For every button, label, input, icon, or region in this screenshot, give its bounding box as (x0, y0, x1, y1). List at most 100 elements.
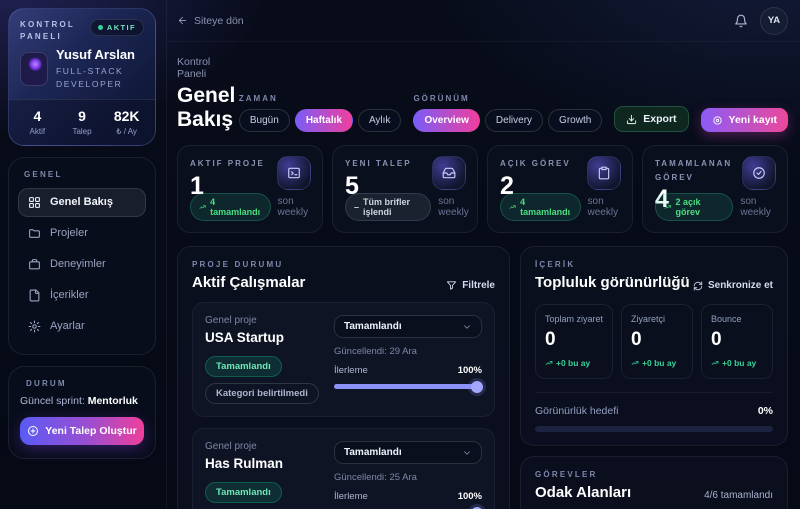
breadcrumb: Kontrol Paneli (177, 56, 211, 80)
new-record-button[interactable]: Yeni kayıt (700, 108, 788, 132)
sync-icon (693, 280, 703, 291)
project-status-select[interactable]: Tamamlandı (334, 441, 482, 464)
time-pill-aylik[interactable]: Aylık (357, 109, 402, 132)
trend-up-icon (711, 361, 719, 365)
stat-badge: 4 tamamlandı (190, 193, 271, 221)
tasks-panel: GÖREVLER Odak Alanları 4/6 tamamlandı Po… (520, 456, 788, 509)
page-header: Kontrol Paneli Genel Bakış ZAMAN Bugün H… (167, 42, 800, 132)
filter-button[interactable]: Filtrele (446, 280, 495, 291)
sidebar-item-ayarlar[interactable]: Ayarlar (18, 312, 146, 341)
sidebar-item-label: Ayarlar (50, 320, 85, 332)
project-card-has-rulman: Genel proje Has Rulman Tamamlandı Analyt… (192, 428, 495, 509)
project-updated: Güncellendi: 25 Ara (334, 472, 417, 483)
document-icon (29, 289, 40, 301)
sidebar-item-label: Projeler (50, 227, 88, 239)
status-badge-label: AKTIF (106, 23, 136, 32)
profile-stat: 82K ₺ / Ay (113, 107, 140, 136)
sidebar: KONTROL PANELI AKTIF Yusuf Arslan FULL-S… (8, 8, 156, 459)
sidebar-item-label: İçerikler (50, 289, 89, 301)
tasks-completion: 4/6 tamamlandı (704, 490, 773, 501)
export-button[interactable]: Export (614, 106, 689, 132)
profile-card: KONTROL PANELI AKTIF Yusuf Arslan FULL-S… (8, 8, 156, 146)
chevron-down-icon (464, 324, 470, 329)
bell-icon[interactable] (734, 14, 748, 28)
content-title: Topluluk görünürlüğü (535, 274, 690, 291)
new-request-button[interactable]: Yeni Talep Oluştur (20, 416, 144, 445)
sidebar-item-icerikler[interactable]: İçerikler (18, 281, 146, 310)
time-pill-haftalik[interactable]: Haftalık (294, 109, 353, 132)
profile-stat: 9 Talep (72, 107, 92, 136)
active-dot-icon (97, 25, 103, 30)
projects-title: Aktif Çalışmalar (192, 274, 306, 291)
trend-up-icon (664, 205, 671, 209)
sidebar-item-label: Genel Bakış (50, 196, 113, 208)
profile-stat: 4 Aktif (29, 107, 46, 136)
view-pill-delivery[interactable]: Delivery (484, 109, 544, 132)
chevron-down-icon (464, 450, 470, 455)
stat-badge: – Tüm brifler işlendi (345, 193, 432, 221)
profile-stats: 4 Aktif 9 Talep 82K ₺ / Ay (9, 98, 155, 145)
sidebar-item-genel-bakis[interactable]: Genel Bakış (18, 187, 146, 217)
content-visibility-panel: İÇERİK Topluluk görünürlüğü Senkronize e… (520, 246, 788, 446)
time-filter-label: ZAMAN (238, 94, 278, 103)
progress-slider[interactable] (334, 380, 483, 393)
metric-toplam-ziyaret: Toplam ziyaret 0 +0 bu ay (535, 304, 614, 379)
sync-button[interactable]: Senkronize et (693, 280, 773, 291)
tasks-section-label: GÖREVLER (535, 470, 598, 479)
metric-ziyaretci: Ziyaretçi 0 +0 bu ay (621, 304, 694, 379)
view-filter-label: GÖRÜNÜM (413, 94, 470, 103)
sidebar-item-projeler[interactable]: Projeler (18, 219, 146, 248)
project-tag: Kategori belirtilmedi (205, 383, 319, 404)
project-card-usa-startup: Genel proje USA Startup Tamamlandı Kateg… (192, 302, 495, 417)
terminal-icon (277, 156, 311, 190)
profile-role: FULL-STACK DEVELOPER (56, 66, 124, 89)
project-tag: Tamamlandı (205, 356, 282, 377)
projects-panel: PROJE DURUMU Aktif Çalışmalar Filtrele G… (177, 246, 510, 509)
project-tag: Tamamlandı (205, 482, 282, 503)
stat-card-acik-gorev: AÇIK GÖREV 2 4 tamamlandı son weekly (487, 145, 633, 233)
time-pill-bugun[interactable]: Bugün (238, 109, 290, 132)
sidebar-menu: GENEL Genel Bakış Projeler Deneyimler İç… (8, 156, 156, 355)
sprint-line: Güncel sprint: Mentorluk (20, 394, 138, 407)
filter-icon (447, 281, 457, 290)
view-pill-growth[interactable]: Growth (548, 109, 603, 132)
slider-handle-icon[interactable] (471, 506, 483, 509)
project-status-select[interactable]: Tamamlandı (334, 315, 482, 338)
trend-up-icon (199, 205, 206, 209)
menu-section-label: GENEL (24, 169, 63, 179)
tasks-title: Odak Alanları (535, 484, 632, 501)
profile-avatar (20, 51, 48, 86)
content-section-label: İÇERİK (535, 260, 576, 269)
slider-handle-icon[interactable] (471, 380, 483, 393)
page-title: Genel Bakış (177, 84, 236, 131)
view-pill-overview[interactable]: Overview (413, 109, 480, 132)
view-filter-group: GÖRÜNÜM Overview Delivery Growth (413, 94, 603, 132)
sidebar-item-deneyimler[interactable]: Deneyimler (18, 250, 146, 279)
profile-name: Yusuf Arslan (56, 47, 135, 62)
trend-up-icon (545, 361, 553, 365)
user-avatar[interactable]: YA (760, 6, 788, 35)
goal-progress-bar (535, 426, 773, 432)
visibility-goal: Görünürlük hedefi 0% (535, 392, 773, 432)
panel-label: KONTROL PANELI (20, 20, 75, 41)
sidebar-item-label: Deneyimler (50, 258, 106, 270)
trend-up-icon (631, 361, 639, 365)
trend-up-icon (509, 205, 516, 209)
projects-section-label: PROJE DURUMU (192, 260, 284, 269)
sprint-value: Mentorluk (87, 394, 138, 407)
grid-icon (29, 196, 40, 208)
arrow-left-icon (178, 16, 187, 25)
status-card: DURUM Güncel sprint: Mentorluk Yeni Tale… (8, 365, 156, 459)
back-to-site-link[interactable]: Siteye dön (177, 15, 244, 27)
gear-icon (28, 320, 41, 332)
stat-card-yeni-talep: YENI TALEP 5 – Tüm brifler işlendi son w… (332, 145, 478, 233)
download-icon (627, 114, 637, 124)
target-icon (712, 115, 722, 125)
stat-cards-row: AKTIF PROJE 1 4 tamamlandı son weekly YE… (167, 132, 800, 233)
status-badge: AKTIF (89, 19, 144, 36)
metric-bounce: Bounce 0 +0 bu ay (701, 304, 773, 379)
plus-circle-icon (28, 425, 39, 436)
project-updated: Güncellendi: 29 Ara (334, 346, 417, 357)
stat-card-tamamlanan-gorev: TAMAMLANAN GÖREV 4 2 açık görev son week… (642, 145, 788, 233)
